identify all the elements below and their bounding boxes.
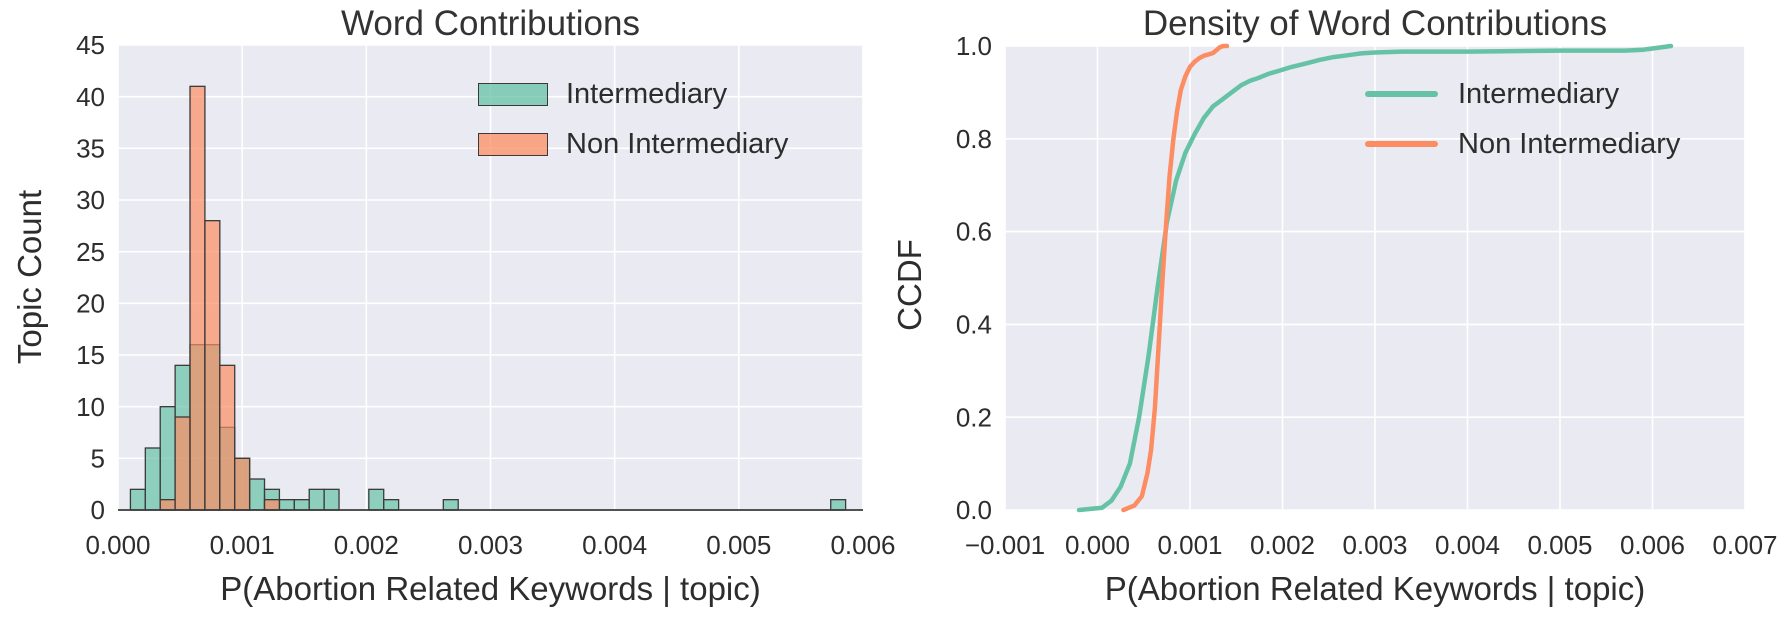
hist-bar-non-intermediary [159, 499, 176, 511]
y-tick-label: 5 [91, 443, 105, 473]
y-tick-label: 0.4 [956, 310, 992, 340]
x-tick-label: 0.002 [1250, 530, 1315, 560]
ccdf-legend: Intermediary Non Intermediary [1365, 78, 1681, 160]
y-tick-label: 10 [76, 392, 105, 422]
ccdf-line-intermediary [1076, 43, 1674, 513]
y-tick-label: 15 [76, 340, 105, 370]
non-intermediary-line-swatch-icon [1365, 140, 1438, 148]
histogram-legend: Intermediary Non Intermediary [478, 78, 789, 160]
y-tick-label: 0.2 [956, 402, 992, 432]
legend-row-non-intermediary: Non Intermediary [478, 128, 789, 160]
hist-bar-non-intermediary [234, 457, 251, 511]
y-tick-label: 0.0 [956, 495, 992, 525]
ccdf-line-non-intermediary [1121, 43, 1230, 513]
y-tick-label: 20 [76, 288, 105, 318]
y-tick-label: 0 [91, 495, 105, 525]
intermediary-line-swatch-icon [1365, 90, 1438, 98]
x-tick-label: 0.000 [1065, 530, 1130, 560]
intermediary-patch-swatch-icon [478, 82, 548, 106]
hist-bar-non-intermediary [263, 499, 281, 511]
y-tick-label: 35 [76, 133, 105, 163]
y-tick-label: 45 [76, 30, 105, 60]
hist-bar-intermediary [129, 488, 146, 511]
y-tick-label: 25 [76, 237, 105, 267]
y-tick-label: 30 [76, 185, 105, 215]
y-tick-label: 40 [76, 82, 105, 112]
y-tick-label: 0.6 [956, 217, 992, 247]
hist-bar-non-intermediary [189, 85, 206, 511]
histogram-x-axis-label: P(Abortion Related Keywords | topic) [220, 570, 761, 607]
x-tick-label: 0.004 [582, 530, 647, 560]
x-tick-label: 0.004 [1435, 530, 1500, 560]
hist-bar-intermediary [293, 499, 310, 511]
ccdf-y-axis-label: CCDF [891, 239, 928, 331]
ccdf-title: Density of Word Contributions [1142, 4, 1608, 43]
hist-bar-intermediary [308, 488, 325, 511]
hist-bar-intermediary [383, 499, 400, 511]
histogram-plot-canvas: 0.000 0.001 0.002 0.003 0.004 0.005 0.006 0 5 10 1… [76, 30, 895, 560]
x-tick-label: 0.000 [85, 530, 150, 560]
hist-bar-intermediary [368, 488, 385, 511]
x-tick-label: 0.001 [210, 530, 275, 560]
hist-bar-non-intermediary [174, 416, 191, 511]
hist-bar-intermediary [323, 488, 340, 511]
ccdf-x-axis-label: P(Abortion Related Keywords | topic) [1104, 570, 1646, 607]
hist-bar-intermediary [144, 447, 161, 511]
x-tick-label: 0.006 [1620, 530, 1685, 560]
legend-row-intermediary: Intermediary [1365, 78, 1680, 110]
histogram-title: Word Contributions [341, 4, 640, 43]
ccdf-panel: −0.001 0.000 0.001 0.002 0.003 0.004 0.005 0.00… [880, 0, 1785, 620]
non-intermediary-patch-swatch-icon [478, 132, 548, 156]
x-tick-label: 0.003 [458, 530, 523, 560]
legend-row-intermediary: Intermediary [478, 78, 788, 110]
legend-row-non-intermediary: Non Intermediary [1365, 128, 1681, 160]
x-tick-label: 0.003 [1342, 530, 1407, 560]
y-tick-label: 1.0 [956, 31, 992, 61]
x-tick-label: 0.007 [1712, 530, 1777, 560]
legend-label-non-intermediary: Non Intermediary [566, 128, 789, 160]
histogram-y-axis-label: Topic Count [11, 189, 48, 365]
ccdf-plot-canvas: −0.001 0.000 0.001 0.002 0.003 0.004 0.005 0.00… [956, 31, 1778, 560]
legend-label-non-intermediary: Non Intermediary [1458, 128, 1681, 160]
x-tick-label: 0.001 [1157, 530, 1222, 560]
legend-label-intermediary: Intermediary [566, 78, 728, 110]
x-tick-label: −0.001 [965, 530, 1045, 560]
x-tick-label: 0.006 [830, 530, 895, 560]
hist-bar-non-intermediary [204, 220, 221, 511]
hist-bar-intermediary [278, 499, 295, 511]
hist-bar-intermediary [830, 499, 847, 511]
x-tick-label: 0.005 [706, 530, 771, 560]
x-tick-label: 0.005 [1527, 530, 1592, 560]
hist-bar-intermediary [442, 499, 459, 511]
hist-bar-non-intermediary [219, 364, 236, 511]
hist-bar-intermediary [159, 406, 176, 511]
legend-label-intermediary: Intermediary [1458, 78, 1620, 110]
x-tick-label: 0.002 [334, 530, 399, 560]
histogram-panel: 0.000 0.001 0.002 0.003 0.004 0.005 0.006 0 5 10 1… [0, 0, 896, 620]
hist-bar-intermediary [248, 478, 266, 511]
y-tick-label: 0.8 [956, 124, 992, 154]
